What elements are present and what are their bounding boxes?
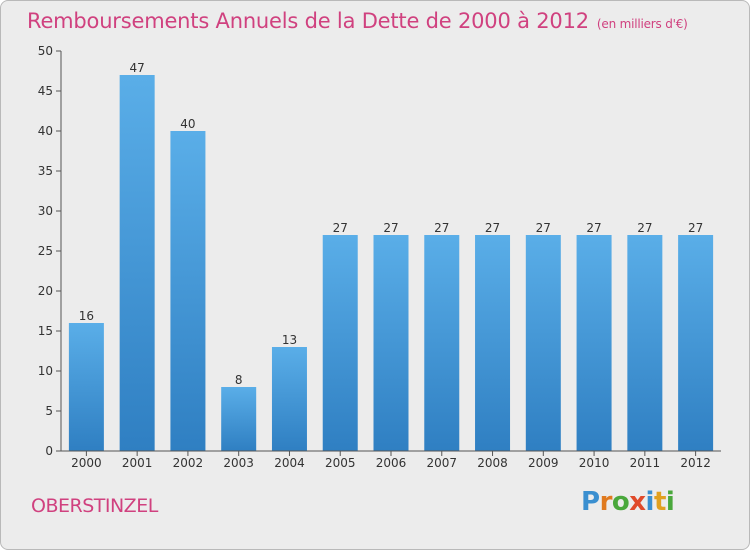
y-tick-label: 5 [45,404,53,418]
x-tick-label: 2000 [71,456,102,470]
chart-title: Remboursements Annuels de la Dette de 20… [27,9,688,33]
y-tick-label: 30 [38,204,53,218]
bar-value-label: 27 [434,221,449,235]
bar-value-label: 27 [485,221,500,235]
bar [525,235,561,451]
y-tick-label: 10 [38,364,53,378]
x-tick-label: 2003 [223,456,254,470]
bar [373,235,409,451]
bar-value-label: 27 [637,221,652,235]
y-tick-label: 50 [38,44,53,58]
bars: 16 47 40 8 13 27 27 27 27 27 27 27 27 [68,61,714,451]
logo-letter: i [665,487,675,517]
x-tick-label: 2004 [274,456,305,470]
x-tick-label: 2009 [528,456,559,470]
y-axis: 0 5 10 15 20 25 30 35 40 45 50 [38,44,62,458]
logo-letter: x [629,487,646,517]
bar [68,323,104,451]
bar-value-label: 27 [536,221,551,235]
x-tick-label: 2005 [325,456,356,470]
bar [576,235,612,451]
bar-value-label: 27 [333,221,348,235]
bar [424,235,460,451]
bar-value-label: 27 [383,221,398,235]
location-name: OBERSTINZEL [31,495,158,517]
bar-value-label: 8 [235,373,243,387]
y-tick-label: 0 [45,444,53,458]
bar-value-label: 27 [586,221,601,235]
bar [678,235,714,451]
y-tick-label: 15 [38,324,53,338]
x-tick-label: 2002 [173,456,204,470]
logo-letter: i [645,487,655,517]
x-tick-label: 2011 [630,456,661,470]
y-tick-label: 25 [38,244,53,258]
bar [322,235,358,451]
x-tick-label: 2008 [477,456,508,470]
bar [170,131,206,451]
x-tick-label: 2006 [376,456,407,470]
x-tick-label: 2001 [122,456,153,470]
logo-letter: o [611,487,630,517]
bar-value-label: 13 [282,333,297,347]
bar [221,387,257,451]
bar [271,347,307,451]
y-tick-label: 45 [38,84,53,98]
x-tick-label: 2010 [579,456,610,470]
logo-letter: t [653,487,666,517]
y-tick-label: 40 [38,124,53,138]
x-axis: 2000 2001 2002 2003 2004 2005 2006 2007 2008 2009… [61,450,721,470]
y-tick-label: 20 [38,284,53,298]
bar-value-label: 40 [180,117,195,131]
bar-value-label: 16 [79,309,94,323]
bar [119,75,155,451]
bar [627,235,663,451]
x-tick-label: 2007 [426,456,457,470]
x-tick-label: 2012 [680,456,711,470]
logo-letter: P [581,487,600,517]
chart-subtitle: (en milliers d'€) [596,17,688,31]
bar-value-label: 27 [688,221,703,235]
proxiti-logo[interactable]: Proxiti [581,487,675,517]
bar [475,235,511,451]
y-tick-label: 35 [38,164,53,178]
logo-letter: r [599,487,613,517]
bar-value-label: 47 [130,61,145,75]
